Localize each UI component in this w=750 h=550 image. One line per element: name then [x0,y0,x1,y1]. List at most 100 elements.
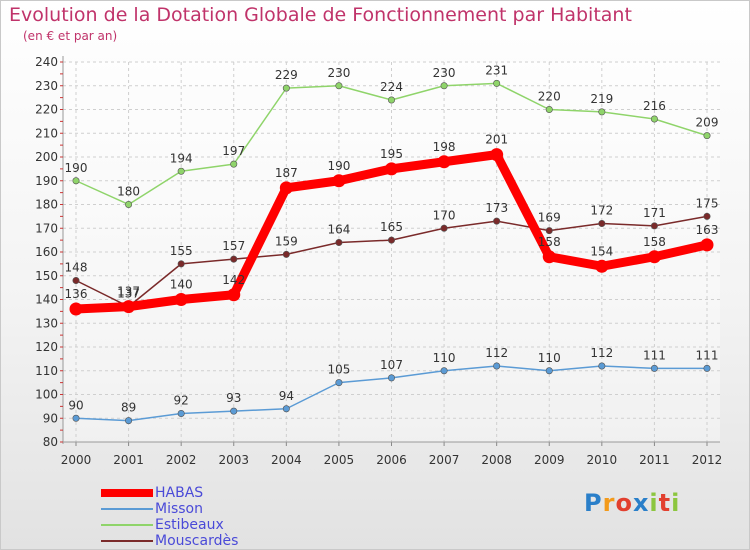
data-label-mouscardes: 148 [65,261,88,275]
data-point-estibeaux [387,96,395,104]
legend-label-habas: HABAS [155,485,204,501]
data-point-habas [69,302,83,316]
data-label-estibeaux: 230 [327,66,350,80]
chart-subtitle: (en € et par an) [23,29,118,43]
y-tick-label: 140 [35,293,58,307]
data-point-habas [700,238,714,252]
data-point-estibeaux [335,82,343,90]
logo-letter: r [602,489,616,517]
data-point-misson [387,374,395,382]
data-label-misson: 111 [696,348,719,362]
proxiti-logo: Proxiti [584,489,680,517]
data-point-misson [335,379,343,387]
data-label-misson: 94 [279,389,294,403]
data-point-misson [545,367,553,375]
x-tick-label: 2012 [692,453,723,467]
data-point-misson [72,414,80,422]
data-point-mouscardes [650,222,658,230]
data-point-estibeaux [230,160,238,168]
data-label-estibeaux: 229 [275,68,298,82]
data-point-misson [282,405,290,413]
x-tick-label: 2010 [587,453,618,467]
data-label-habas: 142 [222,273,245,287]
data-label-estibeaux: 220 [538,90,561,104]
data-point-mouscardes [545,227,553,235]
data-label-misson: 112 [485,346,508,360]
x-tick-label: 2001 [113,453,144,467]
data-label-habas: 195 [380,147,403,161]
data-point-estibeaux [493,79,501,87]
y-tick-label: 180 [35,198,58,212]
data-label-mouscardes: 175 [696,196,719,210]
data-point-habas [227,288,241,302]
data-label-habas: 198 [433,140,456,154]
data-point-estibeaux [125,201,133,209]
data-point-estibeaux [598,108,606,116]
legend: HABAS Misson Estibeaux Mouscardès [101,485,238,549]
legend-label-mouscardes: Mouscardès [155,533,239,549]
x-tick-label: 2008 [481,453,512,467]
x-tick-label: 2009 [534,453,565,467]
data-label-misson: 92 [174,394,189,408]
y-tick-label: 120 [35,340,58,354]
data-point-mouscardes [493,217,501,225]
data-label-habas: 136 [65,287,88,301]
data-point-mouscardes [703,212,711,220]
legend-item-mouscardes: Mouscardès [101,533,238,549]
data-label-habas: 163 [696,223,719,237]
data-point-estibeaux [650,115,658,123]
data-point-misson [598,362,606,370]
data-label-misson: 112 [590,346,613,360]
data-point-habas [279,181,293,195]
data-label-estibeaux: 230 [433,66,456,80]
data-label-habas: 201 [485,133,508,147]
data-label-estibeaux: 194 [170,151,193,165]
data-point-misson [493,362,501,370]
data-label-mouscardes: 157 [222,239,245,253]
data-point-mouscardes [440,224,448,232]
logo-letter: i [671,489,681,517]
data-point-mouscardes [598,220,606,228]
data-label-habas: 137 [117,285,140,299]
data-point-habas [437,155,451,169]
data-label-mouscardes: 164 [327,223,350,237]
data-label-estibeaux: 180 [117,185,140,199]
data-label-mouscardes: 155 [170,244,193,258]
data-point-misson [703,364,711,372]
data-label-misson: 105 [327,363,350,377]
x-tick-label: 2000 [61,453,92,467]
logo-letter: P [584,489,603,517]
y-tick-label: 110 [35,364,58,378]
data-label-misson: 107 [380,358,403,372]
data-point-habas [490,148,504,162]
data-point-habas [595,259,609,273]
data-label-estibeaux: 197 [222,144,245,158]
y-tick-label: 100 [35,388,58,402]
data-point-estibeaux [440,82,448,90]
x-tick-label: 2006 [376,453,407,467]
legend-item-misson: Misson [101,501,238,517]
legend-swatch-misson [101,508,153,510]
data-point-misson [650,364,658,372]
data-label-mouscardes: 159 [275,234,298,248]
y-tick-label: 90 [43,411,58,425]
data-label-mouscardes: 171 [643,206,666,220]
y-tick-label: 220 [35,103,58,117]
data-label-mouscardes: 170 [433,208,456,222]
x-tick-label: 2002 [166,453,197,467]
legend-swatch-habas [101,489,153,497]
data-point-mouscardes [335,239,343,247]
logo-letter: i [649,489,659,517]
data-point-estibeaux [177,167,185,175]
chart-title: Evolution de la Dotation Globale de Fonc… [9,4,632,26]
data-label-habas: 190 [327,159,350,173]
data-point-estibeaux [282,84,290,92]
data-point-habas [122,300,136,314]
data-label-estibeaux: 209 [696,116,719,130]
y-tick-label: 150 [35,269,58,283]
y-tick-label: 160 [35,245,58,259]
data-label-misson: 93 [226,391,241,405]
data-label-misson: 90 [68,398,83,412]
